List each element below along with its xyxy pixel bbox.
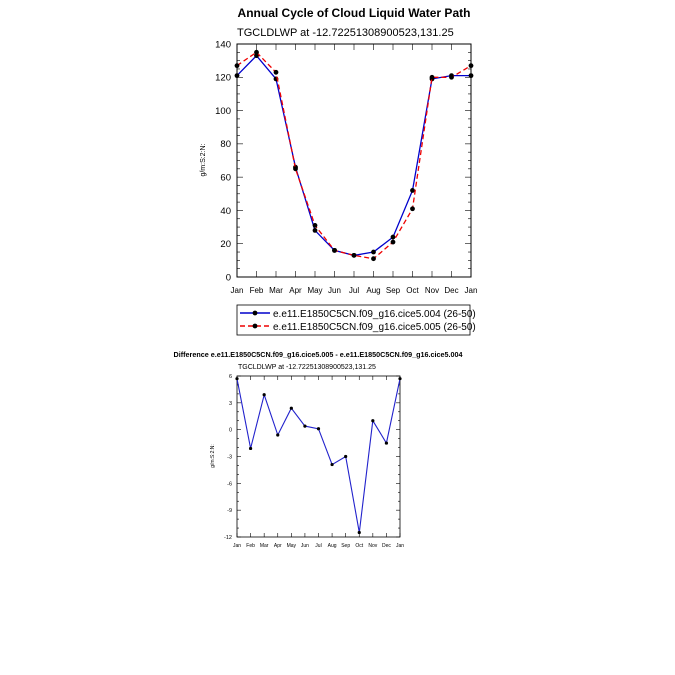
x-tick-label: Apr	[274, 543, 282, 549]
x-tick-label: Nov	[425, 286, 439, 295]
x-tick-label: Jan	[233, 543, 241, 549]
chart2-plot: -12 -9 -6 -3 0 3 6 Jan Feb Mar Apr May Jun Jul Aug Sep O…	[224, 374, 404, 549]
legend-label-series-1: e.e11.E1850C5CN.f09_g16.cice5.004 (26-50…	[273, 309, 476, 320]
series-1-point	[384, 441, 389, 445]
x-tick-label: May	[307, 286, 322, 295]
x-tick-label: Jul	[349, 286, 359, 295]
x-tick-label: Jan	[396, 543, 404, 549]
series-1-point	[371, 249, 376, 255]
x-tick-label: Mar	[260, 543, 269, 549]
series-1-point	[289, 406, 293, 410]
x-tick-label: Jun	[328, 286, 341, 295]
series-1-point	[312, 228, 318, 233]
x-tick-label: May	[287, 543, 297, 549]
y-tick-label: 40	[220, 206, 231, 217]
series-1-point	[468, 73, 474, 79]
chart2-ylabel: g/m:S:2:N:	[210, 444, 216, 468]
legend-marker-series-1	[252, 310, 258, 316]
x-tick-label: Nov	[368, 543, 377, 549]
chart1-title: Annual Cycle of Cloud Liquid Water Path	[238, 6, 471, 20]
x-tick-label: Dec	[382, 543, 391, 549]
y-tick-label: 140	[215, 39, 231, 50]
series-2-point	[449, 74, 454, 80]
series-2-point	[293, 166, 298, 172]
series-2-point	[351, 252, 357, 258]
legend-marker-series-2	[252, 323, 258, 329]
series-1-point	[371, 419, 375, 423]
chart2-title: Difference e.e11.E1850C5CN.f09_g16.cice5…	[174, 350, 463, 359]
series-2-point	[371, 256, 376, 262]
x-tick-label: Jul	[315, 543, 321, 549]
legend-box	[236, 304, 471, 336]
series-1-point	[330, 462, 334, 467]
x-tick-label: Oct	[355, 543, 363, 549]
y-tick-label: 120	[215, 73, 231, 84]
y-tick-label: 60	[220, 172, 231, 183]
series-1-point	[248, 446, 253, 451]
x-tick-label: Jan	[231, 286, 244, 295]
y-tick-label: 100	[215, 106, 231, 117]
y-tick-label: 80	[220, 139, 231, 150]
x-tick-label: Aug	[366, 286, 380, 295]
x-tick-label: Sep	[341, 543, 350, 549]
y-tick-label: 3	[229, 401, 232, 407]
series-1-point	[398, 377, 402, 381]
x-tick-label: Jan	[465, 286, 478, 295]
x-tick-label: Aug	[328, 543, 337, 549]
chart2-subtitle: TGCLDLWP at -12.72251308900523,131.25	[238, 364, 376, 371]
legend-label-series-2: e.e11.E1850C5CN.f09_g16.cice5.005 (26-50…	[273, 322, 476, 333]
chart1-subtitle: TGCLDLWP at -12.72251308900523,131.25	[237, 27, 454, 39]
series-1-point	[234, 73, 240, 79]
series-1-point	[235, 377, 239, 381]
series-2-point	[332, 247, 337, 253]
x-tick-label: Mar	[269, 286, 283, 295]
y-tick-label: 0	[226, 272, 231, 283]
series-1-point	[344, 454, 348, 459]
y-tick-label: 6	[229, 374, 232, 380]
x-tick-label: Dec	[444, 286, 458, 295]
chart1-plot: 0 20 40 60 80 100 120 140 Jan Feb Mar Apr May Jun Jul A…	[215, 39, 477, 295]
series-2-point	[390, 239, 396, 245]
series-1-point	[303, 424, 307, 428]
series-1-point	[357, 530, 361, 535]
y-tick-label: -3	[227, 454, 232, 460]
y-tick-label: -9	[227, 508, 232, 514]
y-tick-label: -12	[224, 535, 232, 541]
y-tick-label: -6	[227, 481, 232, 487]
y-tick-label: 20	[220, 239, 231, 250]
series-2-point	[312, 223, 318, 228]
series-1-point	[276, 433, 280, 437]
x-tick-label: Apr	[289, 286, 302, 295]
chart1-ylabel: g/m:S:2:N:	[200, 143, 207, 176]
chart1-legend: e.e11.E1850C5CN.f09_g16.cice5.004 (26-50…	[236, 304, 476, 336]
y-tick-label: 0	[229, 428, 232, 434]
x-tick-label: Jun	[301, 543, 309, 549]
series-1-point	[410, 188, 415, 193]
series-2-point	[429, 74, 435, 80]
x-tick-label: Feb	[246, 543, 255, 549]
series-2-point	[468, 63, 474, 69]
series-1-point	[262, 393, 266, 397]
x-tick-label: Oct	[406, 286, 419, 295]
x-tick-label: Feb	[250, 286, 264, 295]
series-1-point	[316, 427, 321, 431]
series-1-point	[390, 234, 396, 240]
x-tick-label: Sep	[386, 286, 401, 295]
series-2-point	[234, 63, 240, 69]
series-2-point	[254, 49, 259, 55]
series-2-point	[273, 69, 279, 75]
series-2-point	[410, 206, 415, 212]
